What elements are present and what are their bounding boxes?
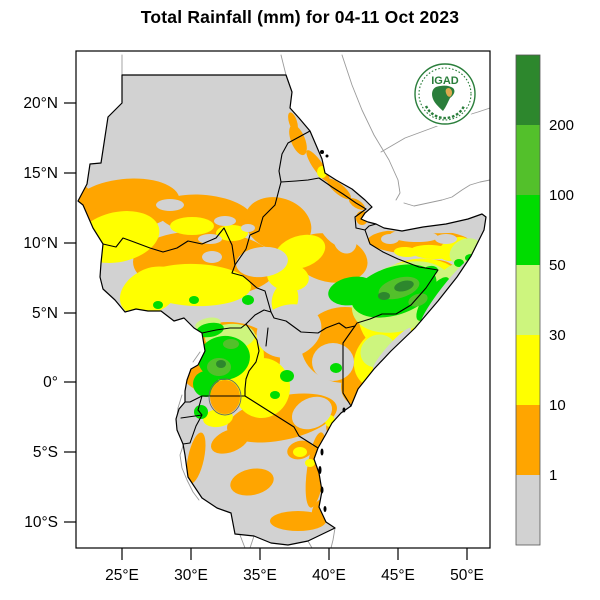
colorbar-frame <box>515 54 541 546</box>
lon-tick-label: 30°E <box>174 567 208 584</box>
lat-tick-label: 5°N <box>32 305 58 322</box>
lat-tick-label: 10°N <box>23 235 58 252</box>
lon-tick-label: 40°E <box>312 567 346 584</box>
logo-text-ring <box>418 67 472 121</box>
igad-logo: IGAD <box>412 61 478 127</box>
logo-outer-ring <box>414 63 476 125</box>
lake-victoria-outline <box>208 378 242 416</box>
page-title: Total Rainfall (mm) for 04-11 Oct 2023 <box>140 7 460 27</box>
colorbar-label: 30 <box>549 327 566 344</box>
logo-laurel-wreath <box>424 105 466 120</box>
lon-tick-label: 45°E <box>381 567 415 584</box>
colorbar-label: 50 <box>549 257 566 274</box>
colorbar-label: 1 <box>549 467 557 484</box>
lon-tick-label: 25°E <box>105 567 139 584</box>
rainfall-darkgreen-layer <box>216 280 414 368</box>
logo-wordmark: IGAD <box>431 75 459 87</box>
colorbar-label: 10 <box>549 397 566 414</box>
colorbar-label: 100 <box>549 187 574 204</box>
lat-tick-label: 20°N <box>23 95 58 112</box>
lon-tick-label: 50°E <box>450 567 484 584</box>
colorbar-segment-10-30 <box>516 335 540 405</box>
lat-tick-label: 15°N <box>23 165 58 182</box>
colorbar: 200 100 50 30 10 1 <box>515 54 574 546</box>
colorbar-segment-1-10 <box>516 405 540 475</box>
colorbar-segment-100-200 <box>516 125 540 195</box>
dry-gray-patches <box>156 157 474 430</box>
map-frame <box>75 50 491 549</box>
axis-ticks <box>64 102 468 560</box>
igad-outer-border <box>77 74 487 546</box>
colorbar-segment-30-50 <box>516 265 540 335</box>
colorbar-segment-50-100 <box>516 195 540 265</box>
lat-tick-label: 10°S <box>24 514 58 531</box>
colorbar-segment-lt1 <box>516 475 540 545</box>
lon-axis-labels: 25°E 30°E 35°E 40°E 45°E 50°E <box>105 567 484 584</box>
lake-victoria-fill <box>210 380 240 414</box>
lat-axis-labels: 20°N 15°N 10°N 5°N 0° 5°S 10°S <box>23 95 58 531</box>
colorbar-label: 200 <box>549 117 574 134</box>
logo-igad-region-highlight <box>445 88 453 97</box>
lon-tick-label: 35°E <box>243 567 277 584</box>
lat-tick-label: 0° <box>43 374 58 391</box>
colorbar-segment-gt200 <box>516 55 540 125</box>
country-borders <box>102 130 439 449</box>
coastal-strips-and-top-specks <box>210 150 368 414</box>
lat-tick-label: 5°S <box>33 444 58 461</box>
islands <box>318 150 346 512</box>
